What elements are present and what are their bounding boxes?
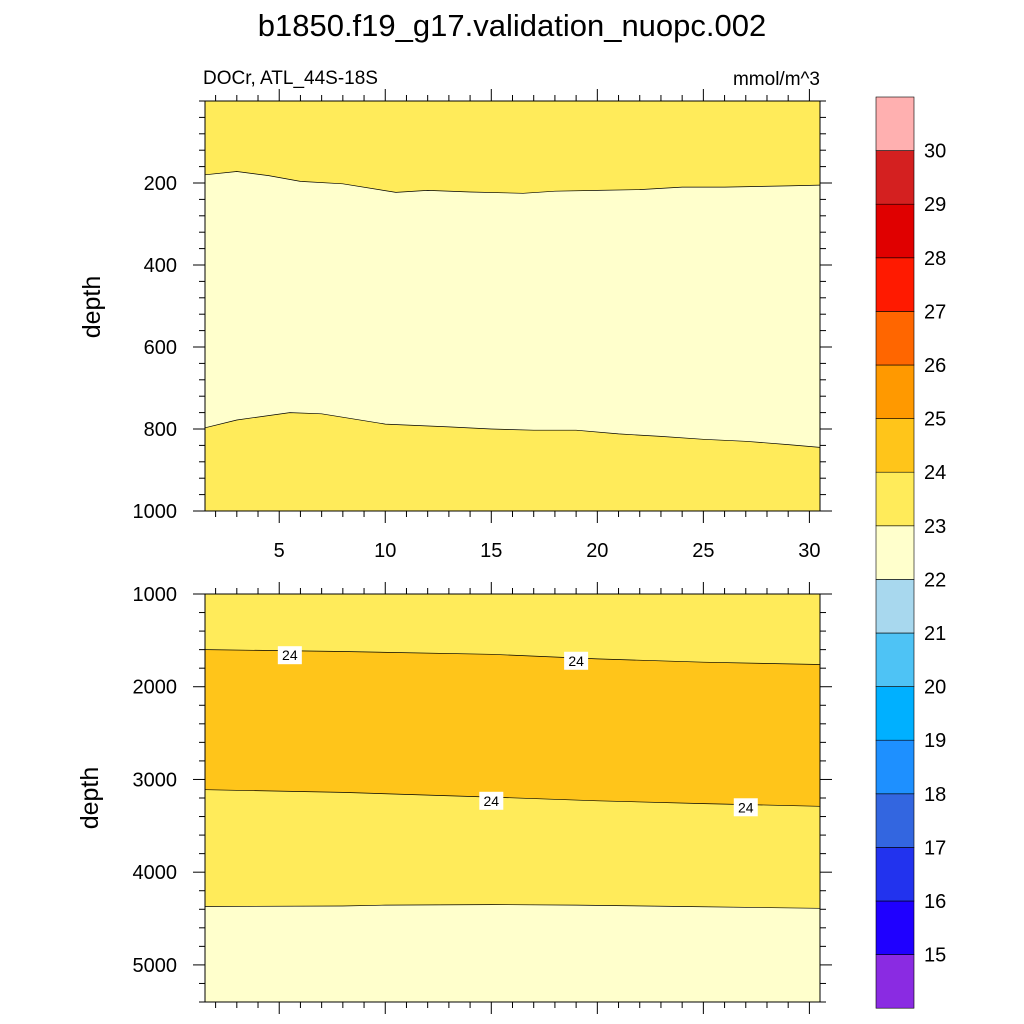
colorbar-label: 20 [924,677,946,699]
colorbar-label: 16 [924,891,946,913]
y-tick-label: 3000 [133,769,178,791]
contour-label-box [564,651,589,670]
y-tick-label: 400 [144,255,177,277]
panel-subtitle: DOCr, ATL_44S-18S [203,68,378,89]
contour-label-box [277,646,302,665]
colorbar-label: 21 [924,623,946,645]
colorbar-swatch [875,257,915,312]
y-tick-label: 600 [144,337,177,359]
x-tick-label: 20 [586,540,608,562]
colorbar-swatch [875,900,915,955]
x-tick-label: 5 [274,540,285,562]
fill-band-22-23 [205,171,820,448]
contour-line [204,789,821,807]
colorbar-swatch [875,471,915,527]
colorbar-label: 24 [924,462,946,484]
colorbar-label: 30 [924,141,946,163]
colorbar-swatch [875,954,915,1009]
contour-label: 24 [282,647,298,663]
colorbar-label: 26 [924,355,946,377]
colorbar-swatch [875,311,915,366]
plot-frame [204,100,821,512]
colorbar-label: 18 [924,784,946,806]
contour-label: 24 [738,799,754,815]
x-tick-label: 30 [798,540,820,562]
contour-label-box [479,791,504,810]
units-label: mmol/m^3 [733,69,820,90]
y-tick-label: 1000 [133,584,178,606]
chart-title: b1850.f19_g17.validation_nuopc.002 [258,8,767,43]
colorbar-label: 27 [924,301,946,323]
colorbar-swatch [875,739,915,795]
colorbar-swatch [875,96,915,151]
y-tick-label: 2000 [133,677,178,699]
contour-line [204,649,821,665]
y-tick-label: 5000 [133,955,178,977]
contour-label: 24 [568,653,584,669]
colorbar-swatch [875,203,915,259]
colorbar-label: 15 [924,945,946,967]
lower-y-axis-label: depth [76,767,104,830]
contour-label-box [733,798,758,817]
colorbar-swatch [875,847,915,902]
colorbar-label: 29 [924,194,946,216]
contour-label: 24 [484,793,500,809]
colorbar-swatch [875,418,915,473]
colorbar: 15 16 17 18 19 20 21 22 23 24 25 26 27 28 29 30 [875,96,946,1009]
contour-line [204,904,821,909]
colorbar-label: 23 [924,516,946,538]
colorbar-label: 28 [924,248,946,270]
x-tick-label: 10 [374,540,396,562]
upper-y-axis-label: depth [78,276,106,339]
colorbar-swatch [875,150,915,205]
colorbar-label: 17 [924,837,946,859]
colorbar-swatch [875,686,915,741]
colorbar-label: 22 [924,569,946,591]
upper-panel: 200 400 600 800 1000 5 10 15 20 25 30 depth [78,89,832,562]
colorbar-swatch [875,579,915,634]
x-tick-label: 25 [692,540,714,562]
y-tick-label: 800 [144,419,177,441]
colorbar-swatch [875,793,915,848]
colorbar-label: 25 [924,409,946,431]
x-tick-label: 15 [480,540,502,562]
y-tick-label: 200 [144,173,177,195]
lower-panel: 24 24 24 24 1000 2000 3000 4000 5000 depth [76,582,832,1014]
y-tick-label: 1000 [133,501,178,523]
colorbar-label: 19 [924,730,946,752]
colorbar-swatch [875,525,915,580]
plot-frame [204,593,821,1003]
contour-line [204,171,821,194]
colorbar-swatch [875,364,915,419]
fill-band-22-23 [205,904,820,1002]
contour-line [204,412,821,448]
fill-band-24-25 [205,649,820,807]
colorbar-swatch [875,632,915,687]
y-tick-label: 4000 [133,862,178,884]
